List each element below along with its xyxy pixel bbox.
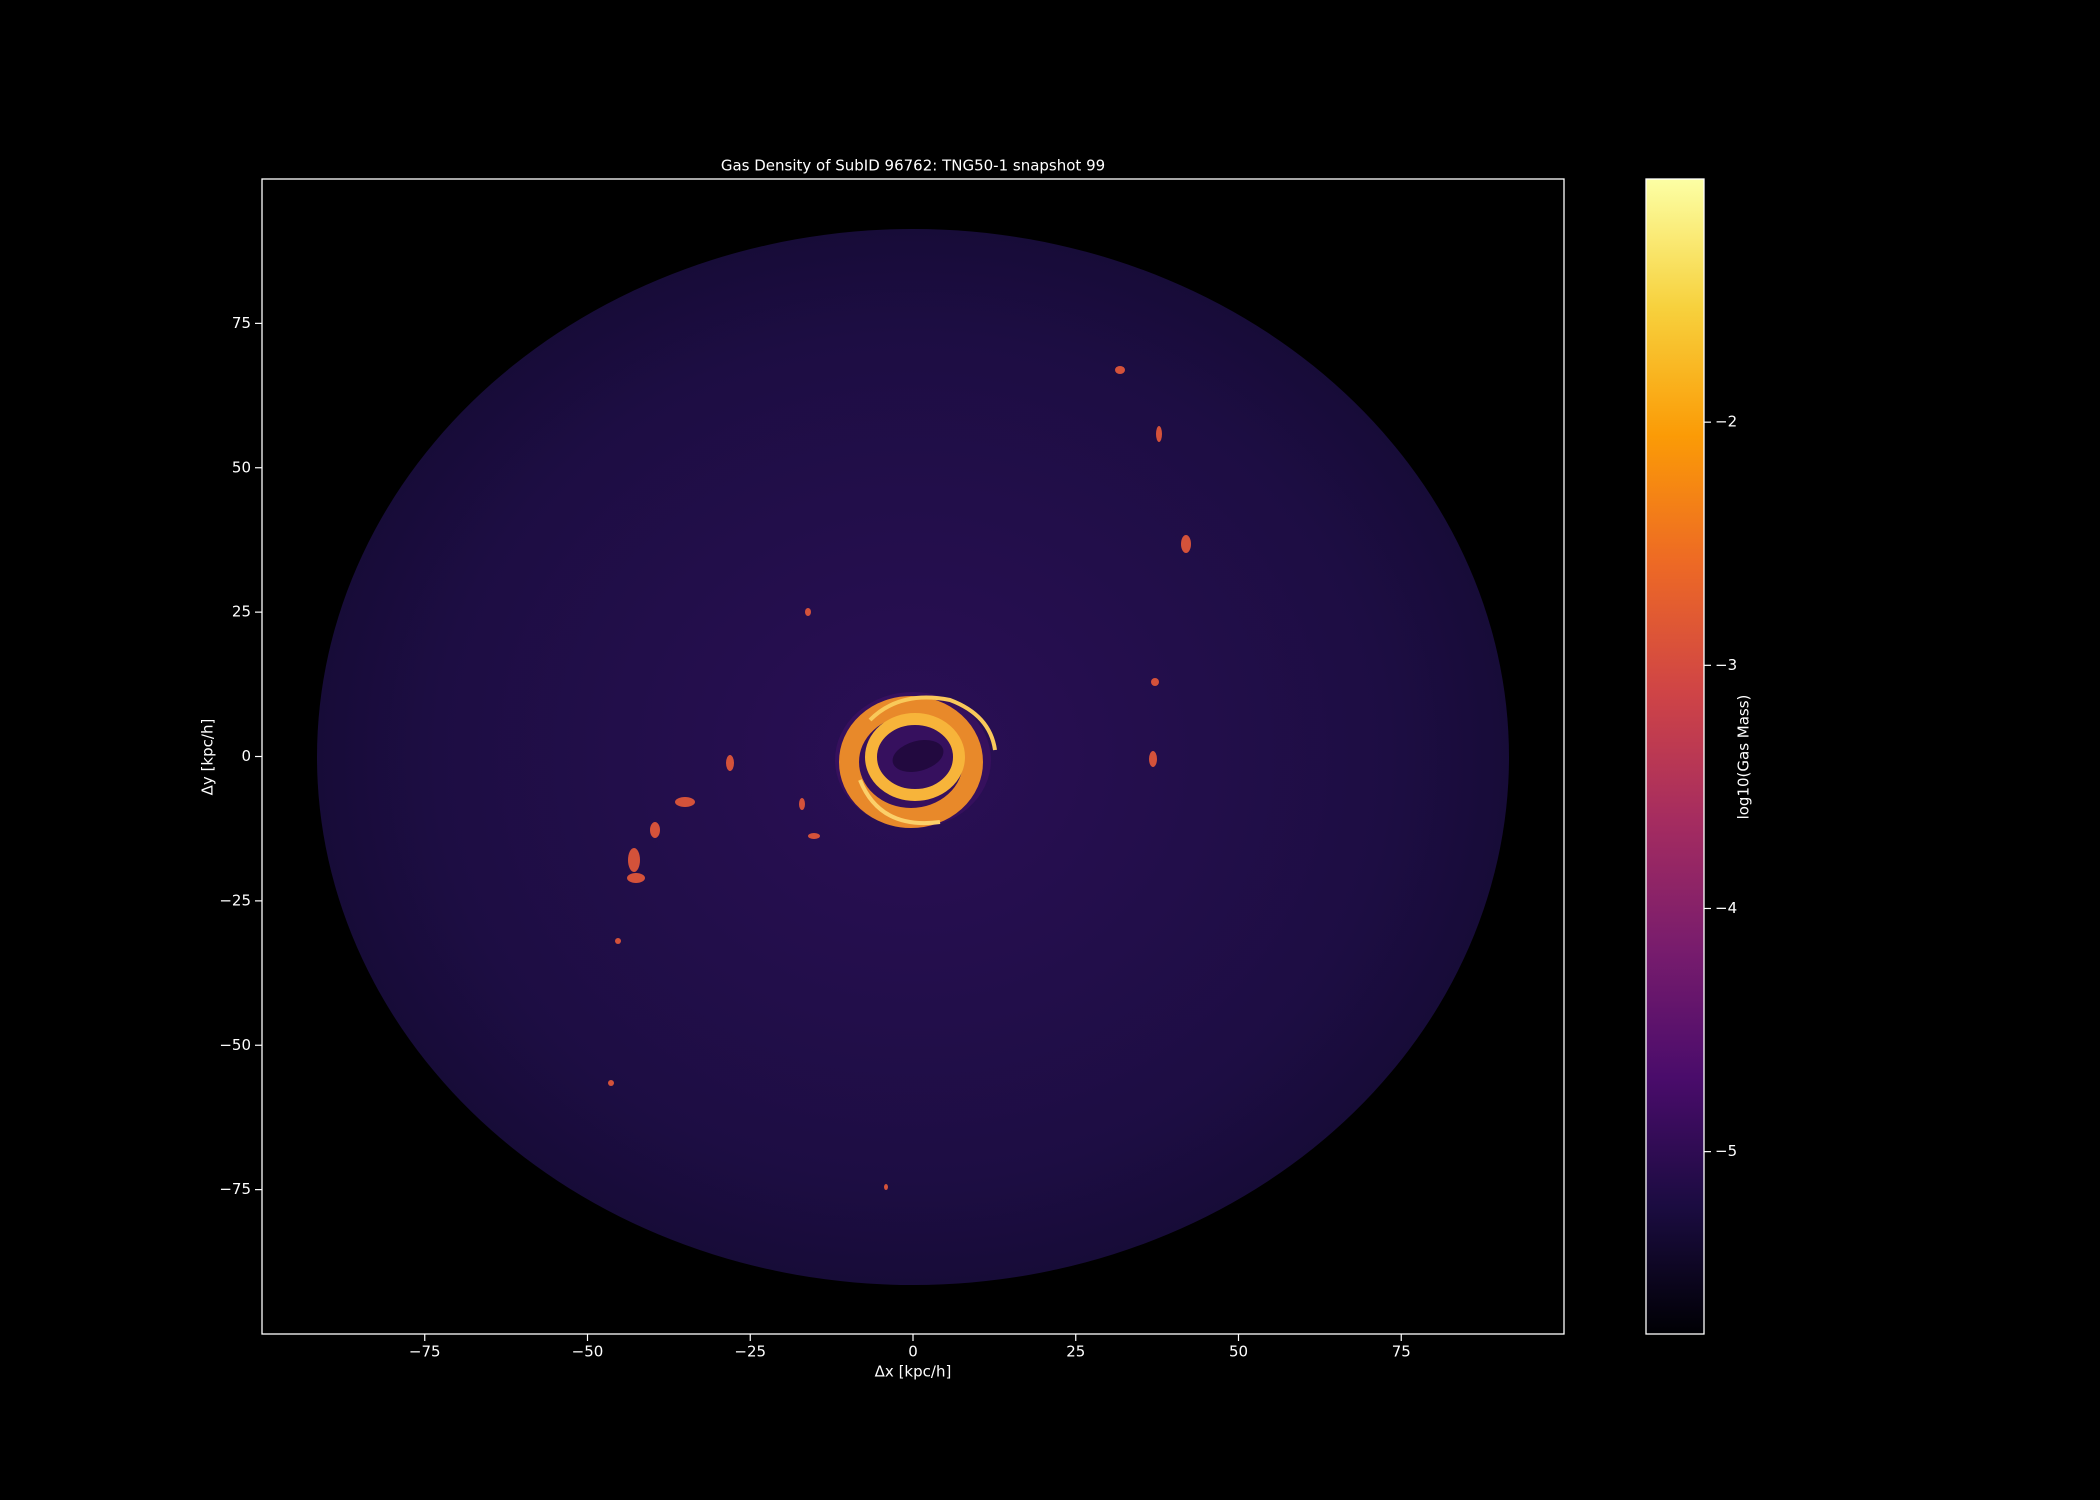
x-tick-label: −50: [572, 1343, 604, 1361]
y-tick-label: 25: [232, 603, 251, 621]
y-tick-label: 50: [232, 458, 251, 476]
gas-clumps: [608, 366, 1191, 1190]
colorbar-tick-label: −4: [1715, 899, 1737, 917]
x-tick-label: 25: [1066, 1343, 1085, 1361]
colorbar-tick-label: −3: [1715, 656, 1737, 674]
y-tick-label: −75: [219, 1180, 251, 1198]
y-axis-label: Δy [kpc/h]: [199, 719, 217, 796]
x-tick-label: 0: [908, 1343, 918, 1361]
x-tick-label: 50: [1229, 1343, 1248, 1361]
x-tick-label: −25: [734, 1343, 766, 1361]
chart-title: Gas Density of SubID 96762: TNG50-1 snap…: [721, 157, 1105, 175]
y-tick-label: −50: [219, 1036, 251, 1054]
y-tick-label: −25: [219, 891, 251, 909]
colorbar-tick-label: −2: [1715, 413, 1737, 431]
y-tick-label: 75: [232, 314, 251, 332]
x-tick-label: −75: [409, 1343, 441, 1361]
colorbar: [1645, 178, 1705, 1335]
x-axis-label: Δx [kpc/h]: [875, 1363, 952, 1381]
density-image: [317, 229, 1509, 1285]
colorbar-label: log10(Gas Mass): [1735, 695, 1753, 820]
y-tick-label: 0: [241, 747, 251, 765]
galaxy-core: [835, 692, 997, 828]
x-tick-label: 75: [1392, 1343, 1411, 1361]
colorbar-tick-label: −5: [1715, 1142, 1737, 1160]
